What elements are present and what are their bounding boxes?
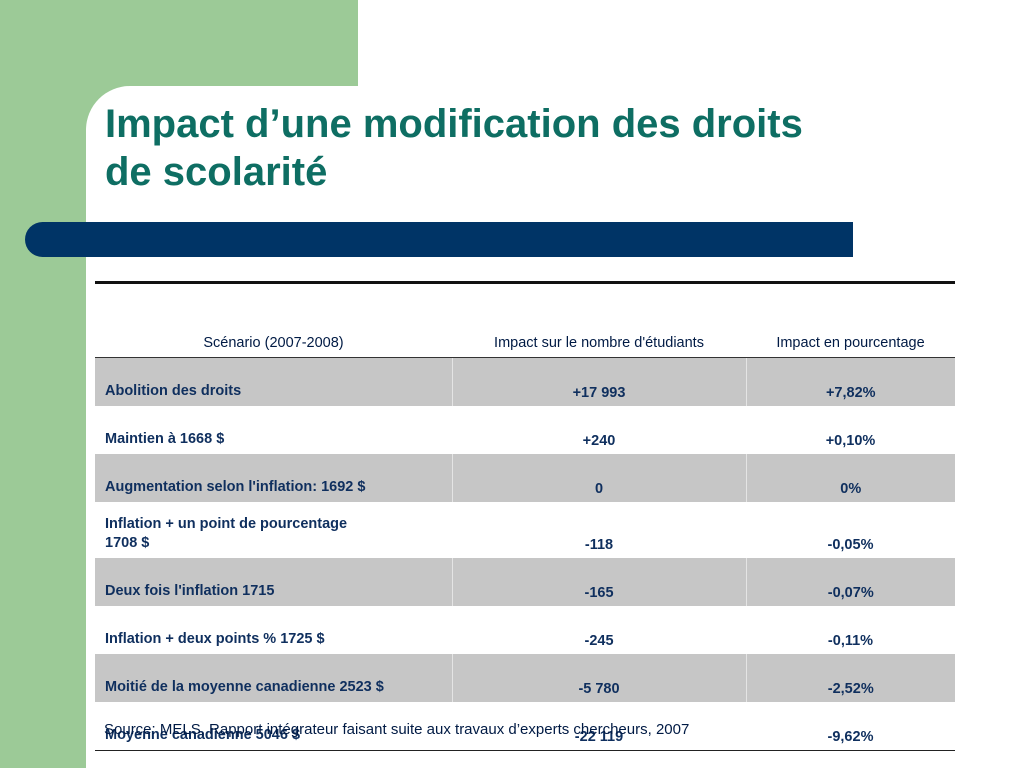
decorative-green-strip [0,0,86,768]
header-scenario: Scénario (2007-2008) [95,284,452,358]
table-row: Augmentation selon l'inflation: 1692 $ 0… [95,454,955,502]
students-cell: -165 [451,558,746,606]
scenario-cell: Maintien à 1668 $ [105,431,225,447]
scenario-cell: Inflation + deux points % 1725 $ [105,631,325,647]
percent-cell: 0% [745,454,955,502]
header-student-impact: Impact sur le nombre d'étudiants [452,284,746,358]
percent-cell: -9,62% [746,702,955,751]
table-row: Deux fois l'inflation 1715 -165 -0,07% [95,558,955,606]
percent-cell: -2,52% [745,654,955,702]
percent-cell: -0,11% [827,633,874,649]
slide-title-line-1: Impact d’une modification des droits [105,102,803,146]
table-row: Moyenne canadienne 5046 $ -22 119 -9,62% [95,702,955,751]
slide-title: Impact d’une modification des droits de … [105,100,985,196]
table-row: Moitié de la moyenne canadienne 2523 $ -… [95,654,955,702]
students-cell: +17 993 [451,357,746,406]
table-row: Maintien à 1668 $ +240 +0,10% [95,406,955,454]
scenario-cell: Augmentation selon l'inflation: 1692 $ [95,454,452,502]
scenario-cell: Inflation + un point de pourcentage 1708… [95,502,452,558]
scenario-cell: Moyenne canadienne 5046 $ [95,702,452,751]
students-cell: -118 [584,537,614,553]
students-cell: -245 [584,633,614,649]
percent-cell: +7,82% [745,357,955,406]
students-cell: 0 [451,454,746,502]
percent-cell: -0,07% [745,558,955,606]
scenario-cell: Moitié de la moyenne canadienne 2523 $ [95,654,452,702]
decorative-navy-bar [25,222,853,257]
percent-cell: +0,10% [825,433,876,449]
table-row: Inflation + un point de pourcentage 1708… [95,502,955,558]
scenario-cell: Deux fois l'inflation 1715 [95,558,452,606]
scenario-cell: Abolition des droits [95,357,452,406]
table-row: Abolition des droits +17 993 +7,82% [95,357,955,406]
students-cell: +240 [582,433,616,449]
students-cell: -22 119 [452,702,746,751]
percent-cell: -0,05% [827,537,874,553]
scenario-cell-line-1: Inflation + un point de pourcentage [105,516,348,532]
header-percent-impact: Impact en pourcentage [746,284,955,358]
slide-title-line-2: de scolarité [105,150,328,194]
students-cell: -5 780 [451,654,746,702]
table-row: Inflation + deux points % 1725 $ -245 -0… [95,606,955,654]
source-note: Source: MELS, Rapport intégrateur faisan… [104,721,690,738]
impact-table: Scénario (2007-2008) Impact sur le nombr… [95,281,955,751]
table-header-row: Scénario (2007-2008) Impact sur le nombr… [95,284,955,358]
scenario-cell-line-2: 1708 $ [105,535,150,551]
